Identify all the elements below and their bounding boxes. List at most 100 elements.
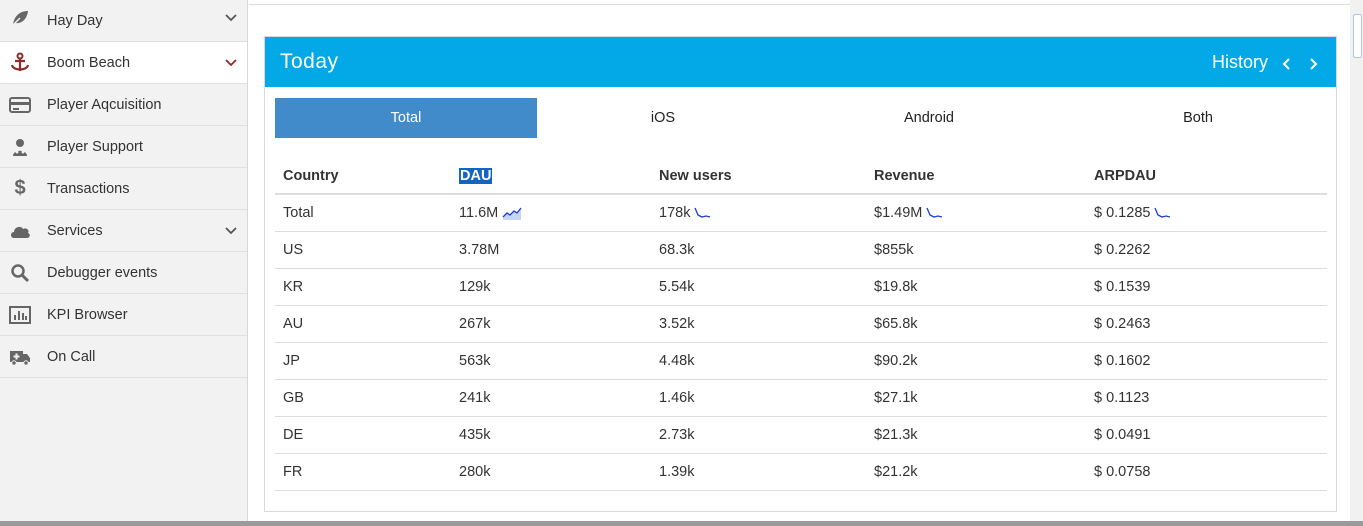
tab-both[interactable]: Both xyxy=(1183,110,1213,126)
cell-value: GB xyxy=(283,389,304,406)
table-cell: 3.52k xyxy=(651,305,866,343)
sidebar-item-label: Player Support xyxy=(47,138,143,155)
scrollbar-thumb[interactable] xyxy=(1353,14,1362,58)
sidebar-item-label: Boom Beach xyxy=(47,54,131,71)
cell-value: 1.46k xyxy=(659,389,695,406)
cell-value: KR xyxy=(283,278,304,295)
history-label[interactable]: History xyxy=(1211,51,1268,72)
cell-value: $ 0.1285 xyxy=(1094,204,1151,221)
cell-value: $1.49M xyxy=(874,204,923,221)
table-cell: 4.48k xyxy=(651,342,866,380)
table-cell: 1.46k xyxy=(651,379,866,417)
sidebar-item-player-support[interactable]: Player Support xyxy=(0,126,247,168)
table-cell: 435k xyxy=(451,416,651,454)
scrollbar[interactable] xyxy=(1350,0,1363,521)
table-cell: US xyxy=(275,231,451,269)
sparkline-icon xyxy=(502,208,522,221)
table-cell: 280k xyxy=(451,453,651,491)
chevron-down-icon xyxy=(224,224,238,238)
table-cell: KR xyxy=(275,268,451,306)
column-header-arpdau[interactable]: ARPDAU xyxy=(1086,159,1327,195)
table-cell: $ 0.2262 xyxy=(1086,231,1327,269)
main-content: Today History Total iOS Android Both Cou… xyxy=(249,0,1352,521)
search-icon xyxy=(9,262,31,284)
table-cell: 3.78M xyxy=(451,231,651,269)
country-table: Country DAU New users Revenue ARPDAU Tot… xyxy=(275,159,1327,491)
table-cell: $ 0.2463 xyxy=(1086,305,1327,343)
leaf-icon xyxy=(9,7,31,29)
bottom-bar xyxy=(0,521,1363,526)
dollar-icon: $ xyxy=(14,177,26,199)
tab-ios[interactable]: iOS xyxy=(650,110,676,126)
table-cell: $1.49M xyxy=(866,194,1086,232)
cell-value: $ 0.1123 xyxy=(1094,389,1150,406)
cell-value: Total xyxy=(283,204,314,221)
table-cell: $ 0.1602 xyxy=(1086,342,1327,380)
table-row: US 3.78M 68.3k $855k $ 0.2262 xyxy=(275,231,1327,269)
cell-value: $ 0.2463 xyxy=(1094,315,1151,332)
table-cell: 241k xyxy=(451,379,651,417)
sidebar-item-kpi-browser[interactable]: KPI Browser xyxy=(0,294,247,336)
table-row: GB 241k 1.46k $27.1k $ 0.1123 xyxy=(275,379,1327,417)
sidebar-item-label: KPI Browser xyxy=(47,306,128,323)
sparkline-icon xyxy=(1154,208,1171,219)
column-header-revenue[interactable]: Revenue xyxy=(866,159,1086,195)
today-panel: Today History Total iOS Android Both Cou… xyxy=(264,36,1337,512)
cell-value: $65.8k xyxy=(874,315,918,332)
sparkline-icon xyxy=(694,208,711,219)
cell-value: 241k xyxy=(459,389,491,406)
sidebar-item-label: Transactions xyxy=(47,180,130,197)
sidebar-item-hay-day[interactable]: Hay Day xyxy=(0,0,247,42)
table-cell: FR xyxy=(275,453,451,491)
sidebar-item-boom-beach[interactable]: Boom Beach xyxy=(0,42,247,84)
cell-value: FR xyxy=(283,463,303,480)
column-header-dau[interactable]: DAU xyxy=(451,159,651,195)
cell-value: 68.3k xyxy=(659,241,695,258)
table-cell: $ 0.1123 xyxy=(1086,379,1327,417)
cell-value: $ 0.0758 xyxy=(1094,463,1151,480)
cell-value: 435k xyxy=(459,426,491,443)
table-cell: 178k xyxy=(651,194,866,232)
sidebar-item-debugger-events[interactable]: Debugger events xyxy=(0,252,247,294)
sidebar-item-transactions[interactable]: $ Transactions xyxy=(0,168,247,210)
platform-tabs: Total iOS Android Both xyxy=(275,98,1327,138)
column-header-country[interactable]: Country xyxy=(275,159,451,195)
column-header-new-users[interactable]: New users xyxy=(651,159,866,195)
chevron-right-icon[interactable] xyxy=(1306,55,1320,70)
sidebar-item-on-call[interactable]: On Call xyxy=(0,336,247,378)
cell-value: $ 0.2262 xyxy=(1094,241,1151,258)
table-cell: $19.8k xyxy=(866,268,1086,306)
sidebar-item-label: On Call xyxy=(47,348,96,365)
sidebar: Hay Day Boom Beach Player Aqcuisition Pl… xyxy=(0,0,248,521)
panel-title: Today xyxy=(280,50,339,73)
table-cell: 1.39k xyxy=(651,453,866,491)
cell-value: 178k xyxy=(659,204,691,221)
cell-value: US xyxy=(283,241,304,258)
cell-value: 563k xyxy=(459,352,491,369)
tab-total[interactable]: Total xyxy=(275,98,537,138)
cell-value: DE xyxy=(283,426,304,443)
sidebar-item-player-acquisition[interactable]: Player Aqcuisition xyxy=(0,84,247,126)
table-row: FR 280k 1.39k $21.2k $ 0.0758 xyxy=(275,453,1327,491)
tab-android[interactable]: Android xyxy=(904,110,954,126)
sidebar-item-label: Hay Day xyxy=(47,12,103,29)
table-cell: 129k xyxy=(451,268,651,306)
user-support-icon xyxy=(9,136,31,158)
selected-text: DAU xyxy=(459,168,493,184)
table-cell: 267k xyxy=(451,305,651,343)
sparkline-icon xyxy=(926,208,943,219)
table-cell: GB xyxy=(275,379,451,417)
table-cell: $21.3k xyxy=(866,416,1086,454)
sidebar-item-label: Player Aqcuisition xyxy=(47,96,162,113)
table-cell: $90.2k xyxy=(866,342,1086,380)
table-row: KR 129k 5.54k $19.8k $ 0.1539 xyxy=(275,268,1327,306)
sidebar-item-services[interactable]: Services xyxy=(0,210,247,252)
table-cell: JP xyxy=(275,342,451,380)
credit-card-icon xyxy=(9,94,31,116)
cell-value: $90.2k xyxy=(874,352,918,369)
table-row: DE 435k 2.73k $21.3k $ 0.0491 xyxy=(275,416,1327,454)
chevron-left-icon[interactable] xyxy=(1280,55,1294,70)
sidebar-item-label: Services xyxy=(47,222,103,239)
table-cell: $ 0.0758 xyxy=(1086,453,1327,491)
table-row: AU 267k 3.52k $65.8k $ 0.2463 xyxy=(275,305,1327,343)
